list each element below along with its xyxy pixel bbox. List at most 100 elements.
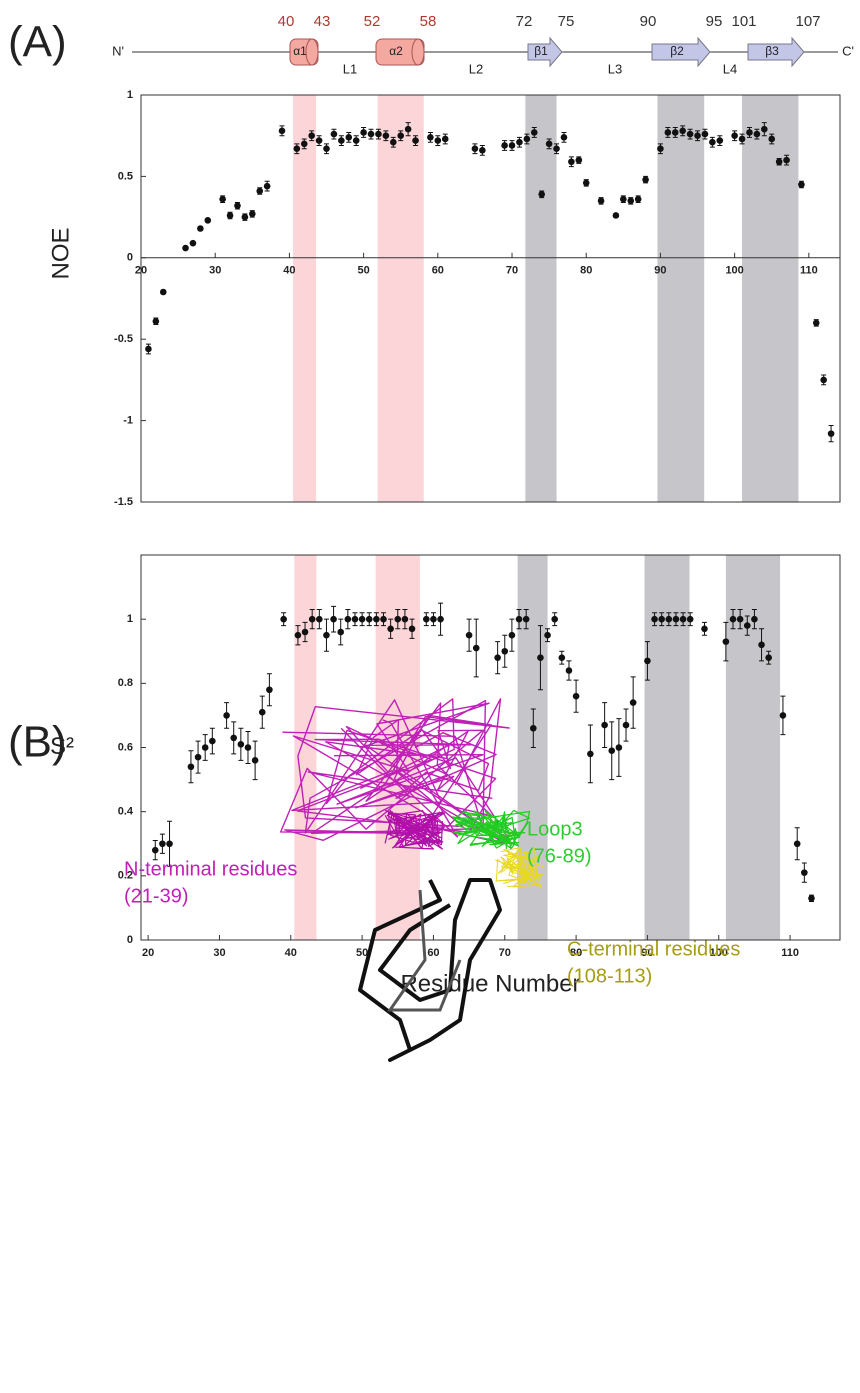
data-point bbox=[509, 632, 516, 639]
data-point bbox=[530, 725, 537, 732]
element-end: 43 bbox=[314, 13, 331, 30]
data-point bbox=[776, 158, 783, 165]
data-point bbox=[516, 139, 523, 146]
data-point bbox=[437, 616, 444, 623]
data-point bbox=[353, 137, 360, 144]
y-axis-label: S² bbox=[50, 733, 74, 760]
data-point bbox=[338, 137, 345, 144]
structure-label: Loop3 bbox=[527, 818, 583, 840]
n-terminus: N' bbox=[112, 43, 124, 58]
structure-label: N-terminal residues bbox=[124, 858, 297, 880]
data-point bbox=[746, 129, 753, 136]
data-point bbox=[345, 616, 352, 623]
data-point bbox=[544, 632, 551, 639]
data-point bbox=[264, 183, 271, 190]
data-point bbox=[256, 188, 263, 195]
data-point bbox=[598, 198, 605, 205]
structure-label: (108-113) bbox=[567, 965, 652, 987]
data-point bbox=[702, 131, 709, 138]
data-point bbox=[551, 616, 558, 623]
data-point bbox=[383, 132, 390, 139]
helix-end bbox=[306, 39, 318, 65]
data-point bbox=[828, 430, 835, 437]
data-point bbox=[808, 895, 815, 902]
y-tick-label: 0 bbox=[127, 252, 133, 264]
data-point bbox=[295, 632, 302, 639]
y-tick-label: 0.4 bbox=[118, 806, 134, 818]
y-tick-label: 0.8 bbox=[118, 677, 133, 689]
data-point bbox=[190, 240, 197, 247]
data-point bbox=[473, 645, 480, 652]
data-point bbox=[616, 744, 623, 751]
data-point bbox=[442, 136, 449, 143]
data-point bbox=[546, 141, 553, 148]
data-point bbox=[368, 131, 375, 138]
data-point bbox=[801, 869, 808, 876]
data-point bbox=[820, 377, 827, 384]
x-tick-label: 40 bbox=[285, 947, 297, 959]
data-point bbox=[509, 142, 516, 149]
data-point bbox=[651, 616, 658, 623]
shaded-region bbox=[293, 95, 316, 502]
data-point bbox=[352, 616, 359, 623]
data-point bbox=[380, 616, 387, 623]
element-start: 52 bbox=[364, 13, 381, 30]
loop-label: L1 bbox=[343, 61, 357, 76]
data-point bbox=[160, 289, 167, 296]
loop-label: L4 bbox=[723, 61, 737, 76]
data-point bbox=[259, 709, 266, 716]
y-axis-label: NOE bbox=[47, 227, 74, 279]
x-axis-label: Residue Number bbox=[400, 970, 580, 997]
data-point bbox=[316, 616, 323, 623]
data-point bbox=[238, 741, 245, 748]
data-point bbox=[227, 212, 234, 219]
shaded-region bbox=[657, 95, 704, 502]
data-point bbox=[761, 126, 768, 133]
data-point bbox=[409, 625, 416, 632]
plot-frame bbox=[141, 95, 840, 502]
y-tick-label: -1.5 bbox=[114, 496, 133, 508]
element-label: α2 bbox=[389, 44, 403, 58]
x-tick-label: 60 bbox=[427, 947, 439, 959]
data-point bbox=[583, 180, 590, 187]
element-label: β3 bbox=[765, 44, 779, 58]
data-point bbox=[166, 840, 173, 847]
shaded-region bbox=[742, 95, 798, 502]
data-point bbox=[294, 145, 301, 152]
data-point bbox=[405, 126, 412, 133]
y-tick-label: 0 bbox=[127, 934, 133, 946]
data-point bbox=[709, 139, 716, 146]
data-point bbox=[794, 840, 801, 847]
data-point bbox=[516, 616, 523, 623]
data-point bbox=[568, 158, 575, 165]
structure-label: (21-39) bbox=[124, 885, 188, 907]
x-tick-label: 100 bbox=[725, 265, 743, 277]
data-point bbox=[331, 131, 338, 138]
data-point bbox=[494, 654, 501, 661]
data-point bbox=[280, 616, 287, 623]
panel-label: (A) bbox=[8, 18, 67, 67]
data-point bbox=[323, 632, 330, 639]
data-point bbox=[252, 757, 259, 764]
element-end: 58 bbox=[420, 13, 437, 30]
element-label: α1 bbox=[293, 44, 307, 58]
data-point bbox=[730, 616, 737, 623]
x-tick-label: 80 bbox=[580, 265, 592, 277]
data-point bbox=[223, 712, 230, 719]
data-point bbox=[182, 245, 189, 252]
data-point bbox=[373, 616, 380, 623]
data-point bbox=[679, 128, 686, 135]
data-point bbox=[394, 616, 401, 623]
data-point bbox=[627, 198, 634, 205]
data-point bbox=[780, 712, 787, 719]
data-point bbox=[754, 131, 761, 138]
data-point bbox=[723, 638, 730, 645]
data-point bbox=[630, 699, 637, 706]
data-point bbox=[576, 157, 583, 164]
element-start: 40 bbox=[278, 13, 295, 30]
x-tick-label: 70 bbox=[506, 265, 518, 277]
c-terminus: C' bbox=[842, 43, 854, 58]
data-point bbox=[230, 735, 237, 742]
data-point bbox=[501, 648, 508, 655]
